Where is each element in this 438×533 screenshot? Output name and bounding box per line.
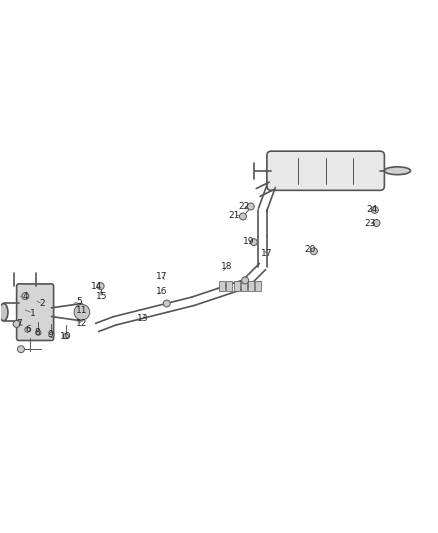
Text: 14: 14	[91, 281, 102, 290]
Text: 10: 10	[60, 332, 71, 341]
Text: 17: 17	[261, 249, 272, 258]
Circle shape	[373, 220, 380, 227]
Circle shape	[63, 334, 68, 339]
Text: 18: 18	[221, 262, 233, 271]
Circle shape	[18, 346, 25, 353]
Ellipse shape	[385, 167, 410, 175]
Circle shape	[240, 213, 247, 220]
Bar	[226, 281, 233, 291]
Bar	[241, 281, 247, 291]
Text: 6: 6	[25, 325, 31, 334]
Text: 22: 22	[239, 202, 250, 211]
Text: 12: 12	[76, 319, 88, 328]
Text: 8: 8	[35, 328, 40, 337]
Circle shape	[251, 239, 257, 246]
Text: 13: 13	[137, 314, 148, 323]
Ellipse shape	[0, 303, 8, 321]
Text: 23: 23	[365, 220, 376, 228]
Circle shape	[22, 293, 29, 300]
Text: 15: 15	[96, 293, 107, 302]
Bar	[255, 281, 261, 291]
Text: 16: 16	[156, 287, 167, 296]
Circle shape	[163, 300, 170, 307]
Circle shape	[36, 330, 41, 335]
Bar	[219, 281, 225, 291]
Text: 2: 2	[39, 299, 45, 308]
Text: 17: 17	[156, 272, 167, 280]
Text: 4: 4	[22, 292, 28, 301]
Circle shape	[311, 248, 318, 255]
Text: 1: 1	[30, 309, 35, 318]
Text: 7: 7	[16, 319, 21, 328]
Circle shape	[97, 282, 104, 289]
Circle shape	[74, 304, 90, 320]
Bar	[233, 281, 240, 291]
Text: 24: 24	[367, 205, 378, 214]
Circle shape	[13, 320, 20, 327]
Text: 9: 9	[48, 330, 53, 340]
Circle shape	[25, 327, 30, 332]
Text: 20: 20	[305, 245, 316, 254]
Circle shape	[49, 332, 54, 337]
Circle shape	[242, 277, 249, 284]
FancyBboxPatch shape	[267, 151, 385, 190]
Text: 19: 19	[243, 237, 254, 246]
Text: 11: 11	[76, 305, 88, 314]
FancyBboxPatch shape	[17, 284, 53, 341]
Text: 5: 5	[76, 297, 82, 306]
Circle shape	[247, 203, 254, 210]
Text: 21: 21	[229, 211, 240, 220]
Bar	[248, 281, 254, 291]
Circle shape	[371, 206, 378, 213]
